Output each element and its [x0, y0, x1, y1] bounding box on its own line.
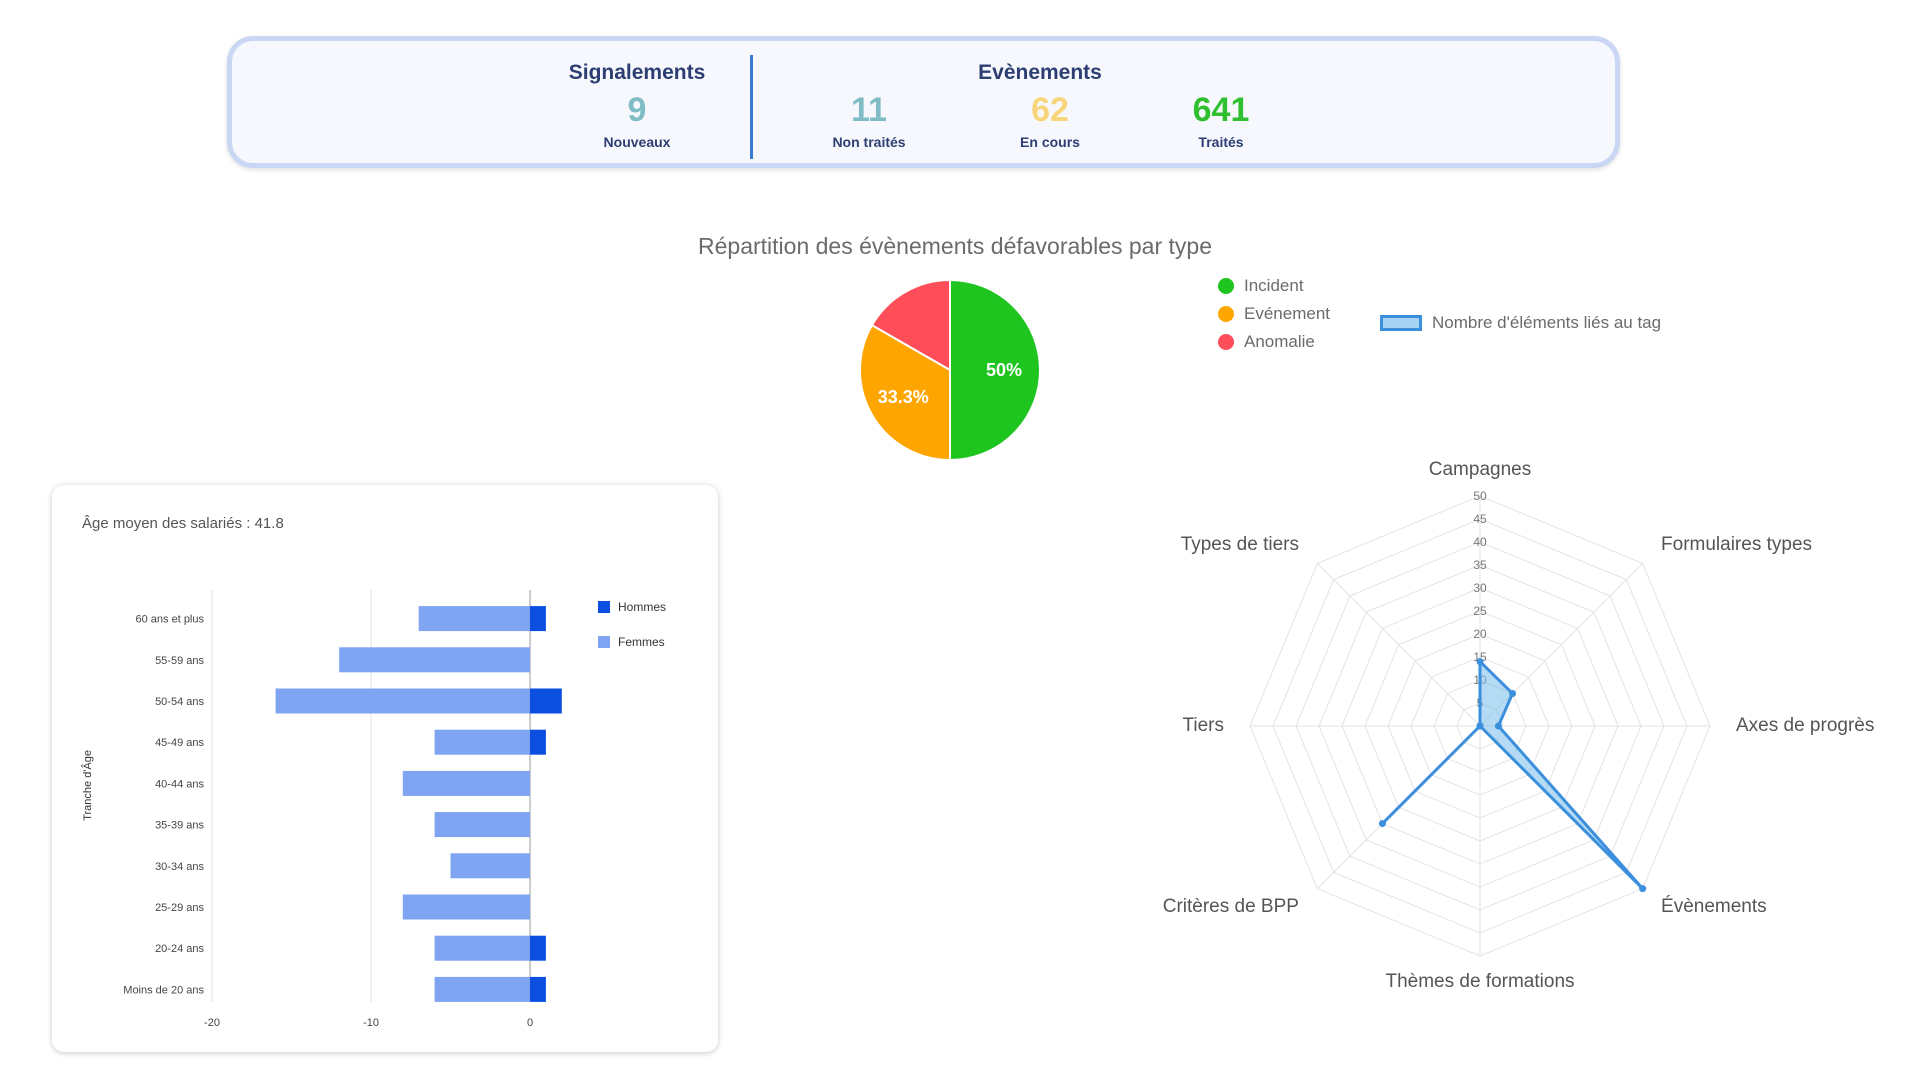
evenements-title: Evènements: [978, 61, 1102, 84]
age-category-label: 45-49 ans: [155, 737, 204, 749]
age-bar-hommes[interactable]: [530, 606, 546, 632]
signalements-label: Nouveaux: [603, 134, 671, 150]
radar-point-evenements[interactable]: [1639, 885, 1647, 893]
age-bar-hommes[interactable]: [530, 935, 546, 961]
age-category-label: 50-54 ans: [155, 696, 204, 708]
non-traites-label: Non traités: [832, 134, 906, 150]
pie-slice-incident[interactable]: [949, 278, 1041, 462]
pie-legend: Incident Evénement Anomalie: [1218, 272, 1330, 356]
age-category-label: Moins de 20 ans: [123, 984, 204, 996]
radar-axis-label-tiers: Tiers: [1182, 715, 1224, 736]
age-pyramid-chart: -20 -10 0 60 ans et plus 55-59 ans 50-54 ans 4…: [123, 590, 562, 1029]
age-legend-swatch: [598, 600, 610, 613]
age-bar-femmes[interactable]: [402, 894, 530, 920]
radar-axis-label-themes-de-formations: Thèmes de formations: [1385, 971, 1575, 992]
age-legend-swatch: [598, 635, 610, 648]
pie-chart: 50% 33.3%: [859, 278, 1041, 462]
radar-axis-label-evenements: Évènements: [1661, 896, 1767, 918]
radar-tick-label: 45: [1473, 512, 1487, 526]
radar-axis-label-axes-de-progres: Axes de progrès: [1736, 715, 1875, 736]
age-category-label: 25-29 ans: [155, 902, 204, 914]
age-bar-hommes[interactable]: [530, 729, 546, 755]
radar-point-types-de-tiers[interactable]: [1476, 722, 1484, 730]
radar-legend-swatch: [1380, 315, 1422, 331]
pie-chart-title: Répartition des évènements défavorables …: [698, 233, 1212, 259]
age-bar-femmes[interactable]: [402, 770, 530, 796]
stats-divider: [750, 55, 753, 159]
pie-label-evenement: 33.3%: [878, 387, 929, 407]
pie-legend-label: Evénement: [1244, 304, 1330, 323]
pie-legend-item-anomalie[interactable]: Anomalie: [1218, 328, 1330, 356]
radar-axis-label-types-de-tiers: Types de tiers: [1180, 533, 1299, 555]
pie-label-incident: 50%: [986, 360, 1022, 380]
age-category-label: 30-34 ans: [155, 861, 204, 873]
radar-axis-label-campagnes: Campagnes: [1428, 459, 1532, 480]
age-x-tick-label: 0: [527, 1017, 533, 1029]
pie-legend-label: Anomalie: [1244, 332, 1315, 351]
pie-legend-item-incident[interactable]: Incident: [1218, 272, 1330, 300]
age-category-label: 40-44 ans: [155, 778, 204, 790]
age-bar-femmes[interactable]: [418, 606, 530, 632]
signalements-value[interactable]: 9: [627, 91, 647, 129]
age-category-label: 55-59 ans: [155, 655, 204, 667]
age-bar-femmes[interactable]: [339, 647, 530, 673]
traites-label: Traités: [1198, 134, 1244, 150]
age-legend-label: Femmes: [618, 634, 665, 649]
radar-point-criteres-de-bpp[interactable]: [1378, 820, 1386, 828]
age-category-label: 35-39 ans: [155, 820, 204, 832]
radar-spoke: [1317, 563, 1481, 727]
age-legend-item-hommes[interactable]: Hommes: [598, 589, 666, 624]
radar-tick-label: 35: [1473, 558, 1487, 572]
radar-point-axes-de-progres[interactable]: [1494, 722, 1502, 730]
age-bar-hommes[interactable]: [530, 976, 546, 1002]
age-legend-label: Hommes: [618, 599, 667, 614]
radar-tick-label: 20: [1473, 627, 1487, 641]
radar-series-area[interactable]: [1380, 660, 1645, 891]
age-bar-femmes[interactable]: [450, 853, 531, 879]
age-bar-femmes[interactable]: [434, 812, 530, 838]
pie-legend-label: Incident: [1244, 276, 1304, 295]
age-pyramid-card: Âge moyen des salariés : 41.8 -20 -10 0 60 …: [52, 485, 718, 1052]
stats-card: Signalements 9 Nouveaux Evènements 11 No…: [227, 36, 1620, 168]
age-category-label: 60 ans et plus: [136, 614, 205, 626]
radar-chart: 5101520253035404550: [1249, 489, 1711, 957]
radar-axis-label-criteres-de-bpp: Critères de BPP: [1162, 896, 1299, 918]
radar-axis-label-formulaires-types: Formulaires types: [1661, 533, 1813, 555]
non-traites-value[interactable]: 11: [851, 91, 887, 129]
pie-legend-dot: [1218, 278, 1234, 294]
radar-legend[interactable]: Nombre d'éléments liés au tag: [1380, 313, 1661, 333]
age-axis-title: Tranche d'Âge: [82, 750, 94, 821]
pie-legend-item-evenement[interactable]: Evénement: [1218, 300, 1330, 328]
age-x-tick-label: -20: [204, 1017, 220, 1029]
age-x-tick-label: -10: [363, 1017, 379, 1029]
radar-tick-label: 50: [1473, 489, 1487, 503]
age-bar-femmes[interactable]: [434, 935, 530, 961]
radar-tick-label: 30: [1473, 581, 1487, 595]
pie-slice-evenement[interactable]: [859, 323, 951, 462]
radar-legend-label: Nombre d'éléments liés au tag: [1432, 313, 1662, 332]
age-legend-item-femmes[interactable]: Femmes: [598, 624, 666, 659]
en-cours-value[interactable]: 62: [1031, 91, 1069, 129]
age-chart-title: Âge moyen des salariés : 41.8: [82, 515, 284, 532]
age-legend: Hommes Femmes: [598, 589, 666, 659]
en-cours-label: En cours: [1020, 134, 1080, 150]
age-bar-femmes[interactable]: [275, 688, 530, 714]
traites-value[interactable]: 641: [1192, 91, 1250, 129]
pie-legend-dot: [1218, 334, 1234, 350]
radar-point-campagnes[interactable]: [1476, 658, 1484, 666]
pie-legend-dot: [1218, 306, 1234, 322]
radar-point-formulaires-types[interactable]: [1509, 689, 1517, 697]
radar-tick-label: 25: [1473, 604, 1487, 618]
pie-slice-anomalie[interactable]: [870, 278, 951, 372]
radar-tick-label: 40: [1473, 535, 1487, 549]
age-bar-femmes[interactable]: [434, 729, 530, 755]
age-bar-femmes[interactable]: [434, 976, 530, 1002]
age-category-label: 20-24 ans: [155, 943, 204, 955]
age-bar-hommes[interactable]: [530, 688, 562, 714]
signalements-title: Signalements: [568, 61, 706, 84]
